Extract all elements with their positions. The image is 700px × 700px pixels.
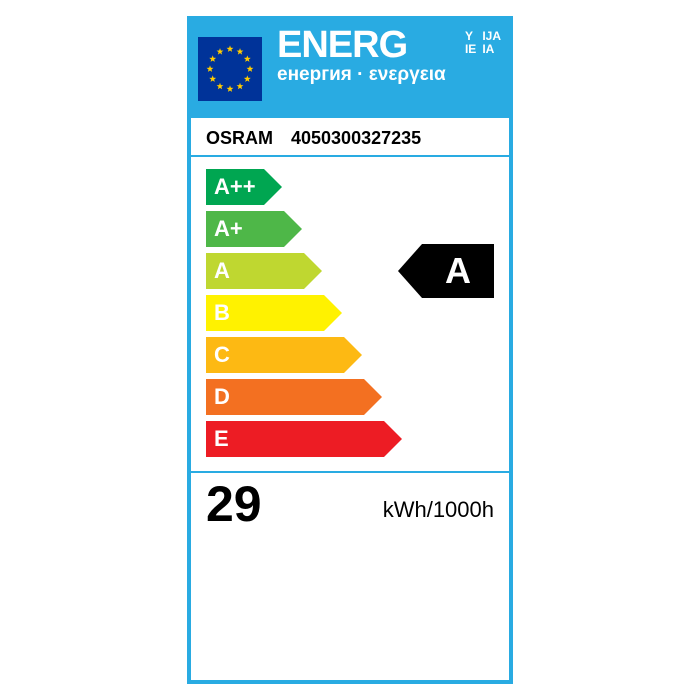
label-footer: 29 kWh/1000h: [191, 471, 509, 539]
class-bar: A: [206, 253, 304, 289]
class-row: AA: [206, 253, 494, 289]
language-codes: YIJAIEIA: [465, 26, 501, 56]
energy-label: ENERG YIJAIEIA енергия · ενεργεια OSRAM …: [187, 16, 513, 684]
class-row: C: [206, 337, 494, 373]
eu-flag-icon: [191, 20, 269, 118]
class-bar: E: [206, 421, 384, 457]
rating-letter: A: [422, 244, 494, 298]
class-row: A++: [206, 169, 494, 205]
brand-row: OSRAM 4050300327235: [191, 118, 509, 157]
class-bar: C: [206, 337, 344, 373]
energy-title-block: ENERG YIJAIEIA енергия · ενεργεια: [269, 20, 509, 118]
brand-name: OSRAM: [206, 128, 273, 149]
lang-code: IA: [482, 43, 501, 56]
class-row: D: [206, 379, 494, 415]
consumption-value: 29: [206, 479, 262, 529]
energy-word: ENERG: [277, 26, 465, 64]
class-bar: A++: [206, 169, 264, 205]
class-row: A+: [206, 211, 494, 247]
lang-code: IE: [465, 43, 476, 56]
class-bar: D: [206, 379, 364, 415]
rating-indicator: A: [398, 244, 494, 298]
class-row: B: [206, 295, 494, 331]
class-row: E: [206, 421, 494, 457]
product-code: 4050300327235: [291, 128, 421, 149]
class-bar: B: [206, 295, 324, 331]
energy-translations: енергия · ενεργεια: [277, 64, 501, 86]
consumption-unit: kWh/1000h: [383, 497, 494, 529]
class-bar: A+: [206, 211, 284, 247]
efficiency-classes: A++A+AABCDE: [191, 157, 509, 471]
label-header: ENERG YIJAIEIA енергия · ενεργεια: [191, 20, 509, 118]
